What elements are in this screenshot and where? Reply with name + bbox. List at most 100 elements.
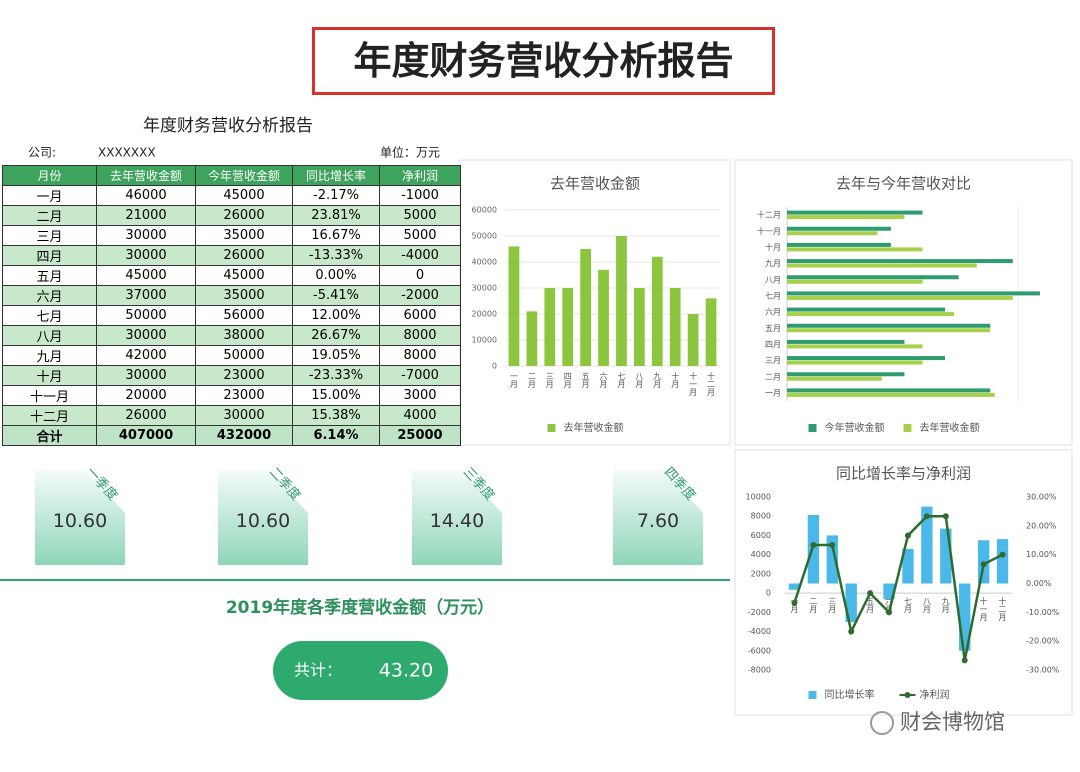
table-cell: 二月: [2, 205, 97, 226]
table-cell: 45000: [195, 185, 293, 206]
bar: [787, 356, 946, 361]
table-cell: 50000: [96, 305, 196, 326]
table-cell: 42000: [96, 345, 196, 366]
table-cell: 35000: [195, 225, 293, 246]
table-cell: 4000: [379, 405, 461, 426]
y-tick-label: -4000: [748, 627, 771, 636]
column-header: 同比增长率: [292, 165, 380, 186]
table-title: 年度财务营收分析报告: [143, 116, 313, 136]
x-tick-label: 三月: [545, 372, 554, 389]
bar: [787, 226, 891, 231]
table-row: 二月 21000 26000 23.81% 5000: [2, 205, 461, 226]
point: [961, 657, 968, 664]
quarter-value: 7.60: [636, 510, 680, 532]
bar: [526, 311, 538, 366]
column-header: 去年营收金额: [96, 165, 196, 186]
point: [999, 551, 1006, 558]
bar: [562, 288, 574, 366]
legend-swatch: [808, 424, 817, 432]
table-cell: 25000: [379, 425, 461, 446]
table-cell: 50000: [195, 345, 293, 366]
table-cell: -4000: [379, 245, 461, 266]
bar: [787, 215, 905, 220]
bar: [787, 388, 991, 393]
y2-tick-label: -30.00%: [1026, 666, 1060, 675]
table-cell: 30000: [96, 365, 196, 386]
y-tick-label: 0: [492, 362, 497, 371]
table-cell: 45000: [195, 265, 293, 286]
table-cell: 23.81%: [292, 205, 380, 226]
table-cell: 20000: [96, 385, 196, 406]
table-cell: 21000: [96, 205, 196, 226]
y-tick-label: 四月: [765, 340, 781, 349]
x-tick-label: 五月: [866, 597, 875, 614]
table-cell: 46000: [96, 185, 196, 206]
table-cell: 23000: [195, 385, 293, 406]
x-tick-label: 十月: [671, 371, 680, 389]
bar: [651, 256, 663, 366]
table-cell: 十二月: [2, 405, 97, 426]
bar: [787, 339, 905, 344]
y-tick-label: 50000: [472, 232, 497, 241]
table-cell: -1000: [379, 185, 461, 206]
x-tick-label: 八月: [922, 597, 931, 614]
bar: [787, 328, 991, 333]
chart-title: 同比增长率与净利润: [836, 465, 971, 483]
bar: [787, 247, 923, 252]
table-row: 十月 30000 23000 -23.33% -7000: [2, 365, 461, 386]
table-row: 七月 50000 56000 12.00% 6000: [2, 305, 461, 326]
y2-tick-label: 0.00%: [1026, 579, 1052, 588]
legend-swatch: [808, 691, 817, 699]
bar: [544, 288, 556, 366]
table-cell: 5000: [379, 225, 461, 246]
y-tick-label: 十二月: [757, 210, 781, 220]
y-tick-label: 10000: [746, 493, 771, 502]
bar: [787, 392, 995, 397]
table-cell: 37000: [96, 285, 196, 306]
table-cell: 30000: [96, 325, 196, 346]
column-header: 净利润: [379, 165, 461, 186]
bar: [959, 583, 971, 651]
bar: [787, 323, 991, 328]
y-tick-label: 七月: [765, 291, 781, 300]
x-tick-label: 九月: [941, 597, 950, 614]
column-header: 今年营收金额: [195, 165, 293, 186]
bar: [634, 288, 645, 366]
point: [867, 590, 874, 597]
table-cell: 38000: [195, 325, 293, 346]
bar: [787, 372, 905, 377]
company: XXXXXXX: [98, 146, 156, 160]
legend-label: 去年营收金额: [920, 421, 980, 434]
x-tick-label: 六月: [599, 371, 608, 389]
quarter-value: 10.60: [52, 510, 108, 532]
y2-tick-label: 10.00%: [1026, 550, 1057, 559]
quarter-value: 10.60: [235, 510, 291, 532]
bar: [787, 259, 1013, 264]
y2-tick-label: -20.00%: [1026, 637, 1060, 646]
y2-tick-label: 30.00%: [1026, 493, 1057, 502]
table-cell: 407000: [96, 425, 196, 446]
unit: 单位：万元: [380, 145, 440, 160]
y-tick-label: 20000: [472, 310, 497, 319]
chart-title: 去年与今年营收对比: [836, 175, 971, 193]
table-cell: -7000: [379, 365, 461, 386]
table-cell: 26000: [195, 245, 293, 266]
table-cell: 15.38%: [292, 405, 380, 426]
data-table: 月份 去年营收金额 今年营收金额 同比增长率 净利润 一月 46000 45000 -2.17%…: [2, 165, 461, 446]
bar: [787, 231, 878, 236]
y-tick-label: 8000: [751, 512, 771, 521]
x-tick-label: 九月: [653, 372, 662, 389]
point: [848, 628, 855, 635]
watermark-icon: [870, 711, 894, 735]
y-tick-label: -2000: [748, 608, 771, 617]
bar: [787, 291, 1040, 296]
table-cell: 26000: [96, 405, 196, 426]
y-tick-label: 三月: [765, 356, 781, 365]
table-cell: 15.00%: [292, 385, 380, 406]
total-pill: [273, 641, 448, 700]
table-cell: -2000: [379, 285, 461, 306]
table-cell: 九月: [2, 345, 97, 366]
table-cell: 432000: [195, 425, 293, 446]
total-label: 共计：: [294, 661, 342, 680]
y-tick-label: 一月: [765, 388, 781, 397]
